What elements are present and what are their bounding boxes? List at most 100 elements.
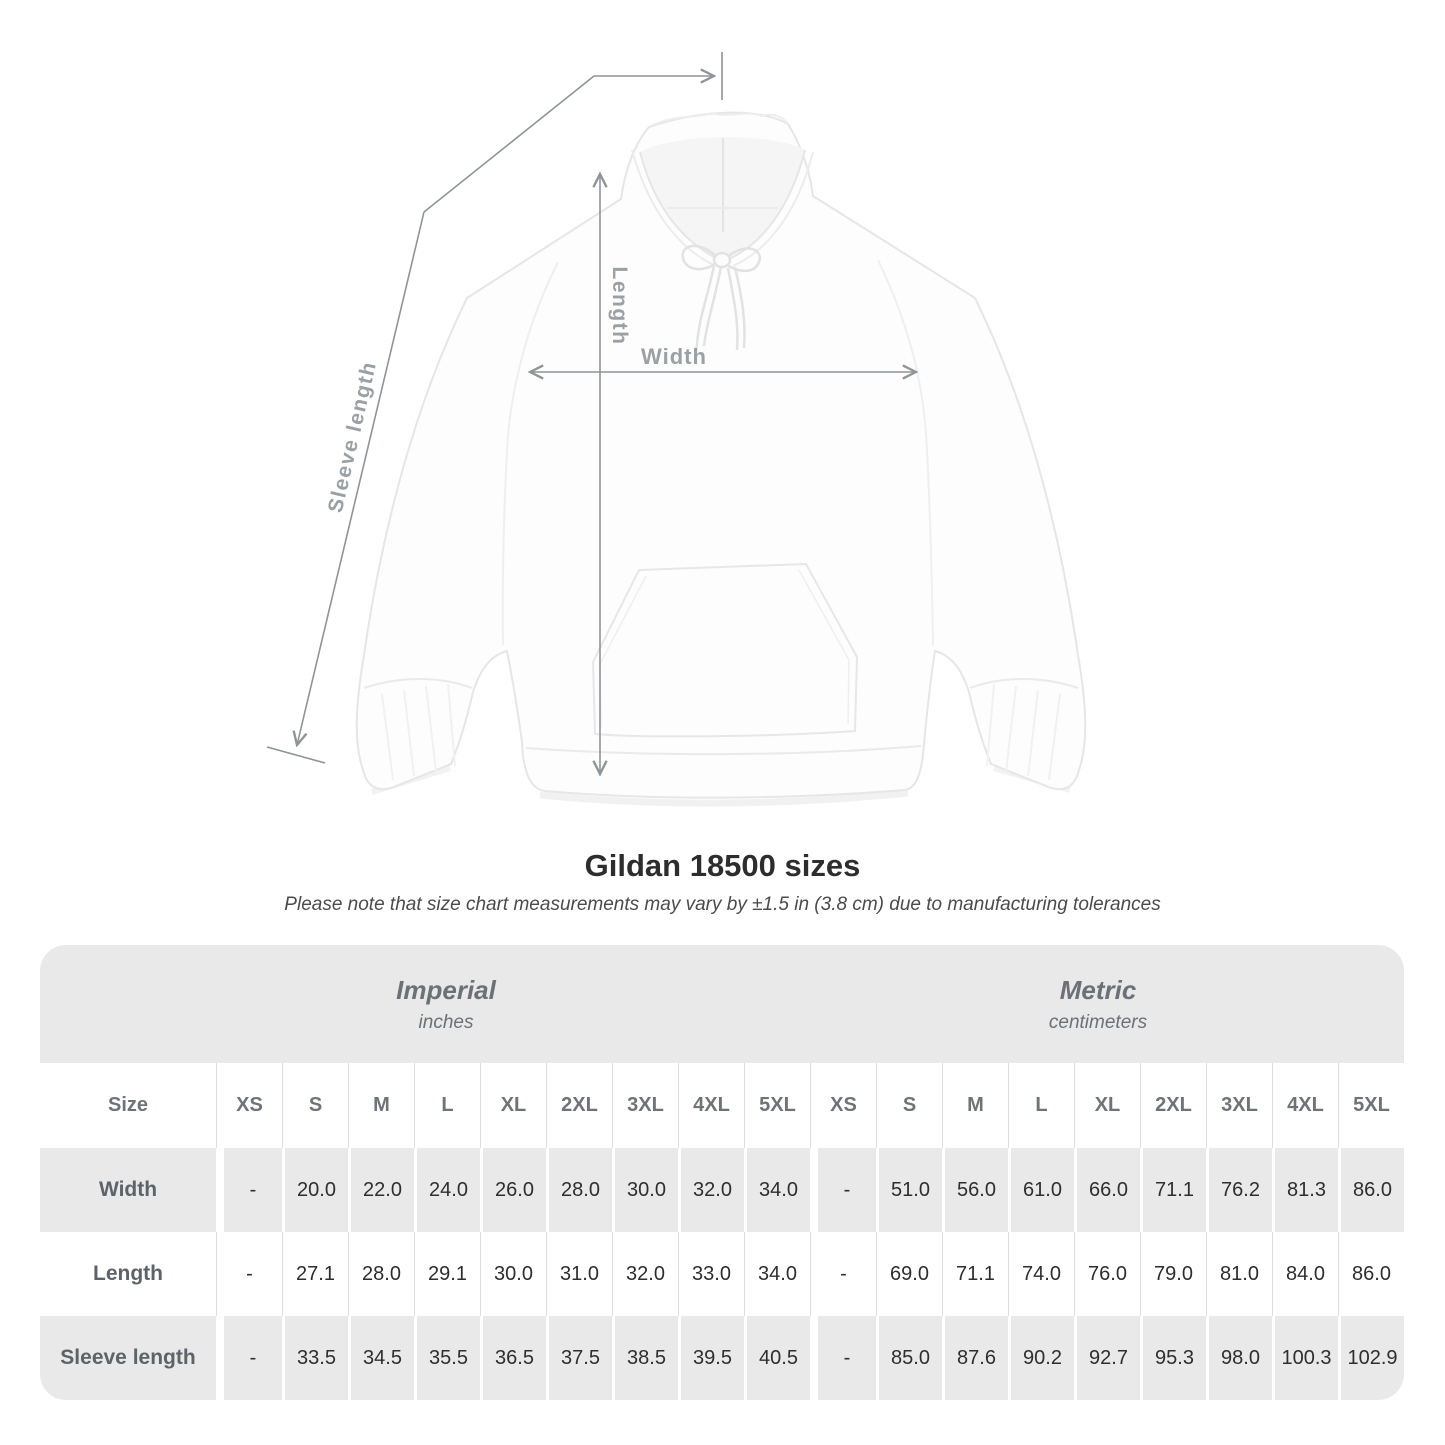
metric-title: Metric xyxy=(1059,974,1137,1005)
hood-rim-right-inner xyxy=(732,151,814,267)
cuff-seam-left xyxy=(363,678,473,689)
kangaroo-pocket xyxy=(591,562,859,738)
cell: 20.0 xyxy=(282,1148,348,1232)
cell: 34.5 xyxy=(348,1316,414,1400)
hood-rim-right xyxy=(730,149,806,259)
cell: 32.0 xyxy=(678,1148,744,1232)
cell: - xyxy=(810,1148,876,1232)
sleeve-diagonal-upper xyxy=(423,75,595,213)
col-header-metric-4xl: 4XL xyxy=(1272,1063,1338,1148)
cell: 85.0 xyxy=(876,1316,942,1400)
sleeve-diagonal-lower xyxy=(297,211,425,745)
drawstring xyxy=(681,244,761,353)
col-header-imperial-xs: XS xyxy=(216,1063,282,1148)
metric-section-header: Metric centimeters xyxy=(810,945,1404,1063)
metric-unit: centimeters xyxy=(1048,1012,1148,1034)
col-header-imperial-xl: XL xyxy=(480,1063,546,1148)
imperial-unit: inches xyxy=(418,1012,474,1034)
hood-rim-left-inner xyxy=(631,149,715,266)
cell: 86.0 xyxy=(1338,1148,1404,1232)
cell: 71.1 xyxy=(1140,1148,1206,1232)
col-header-metric-2xl: 2XL xyxy=(1140,1063,1206,1148)
cell: 56.0 xyxy=(942,1148,1008,1232)
col-header-imperial-5xl: 5XL xyxy=(744,1063,810,1148)
cell: - xyxy=(216,1316,282,1400)
col-header-metric-3xl: 3XL xyxy=(1206,1063,1272,1148)
cell: 51.0 xyxy=(876,1148,942,1232)
measurement-lines xyxy=(266,52,916,774)
size-table: Imperial inches Metric centimeters Size … xyxy=(40,945,1404,1400)
cuff-ribbing-left xyxy=(381,683,456,781)
cell: 61.0 xyxy=(1008,1148,1074,1232)
cell: - xyxy=(216,1232,282,1316)
width-label: Width xyxy=(641,344,707,369)
armhole-seam-right xyxy=(877,259,934,646)
cell: 37.5 xyxy=(546,1316,612,1400)
col-header-imperial-4xl: 4XL xyxy=(678,1063,744,1148)
cell: 35.5 xyxy=(414,1316,480,1400)
col-header-metric-5xl: 5XL xyxy=(1338,1063,1404,1148)
pocket-stitch-right xyxy=(798,569,850,725)
cell: 27.1 xyxy=(282,1232,348,1316)
col-header-metric-xs: XS xyxy=(810,1063,876,1148)
cell: 30.0 xyxy=(480,1232,546,1316)
cell: 31.0 xyxy=(546,1232,612,1316)
cell: 98.0 xyxy=(1206,1316,1272,1400)
hoodie-body xyxy=(355,111,1087,799)
cell: 90.2 xyxy=(1008,1316,1074,1400)
col-header-imperial-3xl: 3XL xyxy=(612,1063,678,1148)
cell: 28.0 xyxy=(546,1148,612,1232)
tolerance-note: Please note that size chart measurements… xyxy=(284,894,1161,915)
hoodie-illustration xyxy=(266,52,1087,807)
cell: 92.7 xyxy=(1074,1316,1140,1400)
cell: - xyxy=(810,1316,876,1400)
cell: - xyxy=(216,1148,282,1232)
cell: 36.5 xyxy=(480,1316,546,1400)
col-header-imperial-2xl: 2XL xyxy=(546,1063,612,1148)
cell: 84.0 xyxy=(1272,1232,1338,1316)
cell: 100.3 xyxy=(1272,1316,1338,1400)
cell: - xyxy=(810,1232,876,1316)
size-col-header: Size xyxy=(40,1063,216,1148)
row-label-width: Width xyxy=(40,1148,216,1232)
armhole-seam-left xyxy=(501,261,559,646)
cell: 29.1 xyxy=(414,1232,480,1316)
col-header-metric-xl: XL xyxy=(1074,1063,1140,1148)
cuff-seam-right xyxy=(969,678,1079,689)
cell: 95.3 xyxy=(1140,1316,1206,1400)
page-title: Gildan 18500 sizes xyxy=(584,848,861,883)
cell: 79.0 xyxy=(1140,1232,1206,1316)
cell: 26.0 xyxy=(480,1148,546,1232)
col-header-imperial-l: L xyxy=(414,1063,480,1148)
col-header-imperial-m: M xyxy=(348,1063,414,1148)
sleeve-end-tick xyxy=(266,746,326,764)
imperial-title: Imperial xyxy=(396,974,496,1005)
cell: 38.5 xyxy=(612,1316,678,1400)
cell: 81.0 xyxy=(1206,1232,1272,1316)
cell: 76.0 xyxy=(1074,1232,1140,1316)
row-label-length: Length xyxy=(40,1232,216,1316)
cell: 34.0 xyxy=(744,1232,810,1316)
hem-seam xyxy=(525,745,922,756)
col-header-metric-l: L xyxy=(1008,1063,1074,1148)
col-header-metric-s: S xyxy=(876,1063,942,1148)
col-header-metric-m: M xyxy=(942,1063,1008,1148)
cell: 33.5 xyxy=(282,1316,348,1400)
hood-rim-left xyxy=(639,151,717,259)
cell: 22.0 xyxy=(348,1148,414,1232)
hem-shadow xyxy=(539,789,909,807)
cell: 39.5 xyxy=(678,1316,744,1400)
cell: 66.0 xyxy=(1074,1148,1140,1232)
cell: 87.6 xyxy=(942,1316,1008,1400)
cell: 33.0 xyxy=(678,1232,744,1316)
row-label-sleeve-length: Sleeve length xyxy=(40,1316,216,1400)
cell: 69.0 xyxy=(876,1232,942,1316)
cell: 34.0 xyxy=(744,1148,810,1232)
col-header-imperial-s: S xyxy=(282,1063,348,1148)
cell: 30.0 xyxy=(612,1148,678,1232)
length-label: Length xyxy=(608,266,631,346)
cell: 76.2 xyxy=(1206,1148,1272,1232)
cuff-ribbing-right xyxy=(986,683,1061,781)
cell: 40.5 xyxy=(744,1316,810,1400)
